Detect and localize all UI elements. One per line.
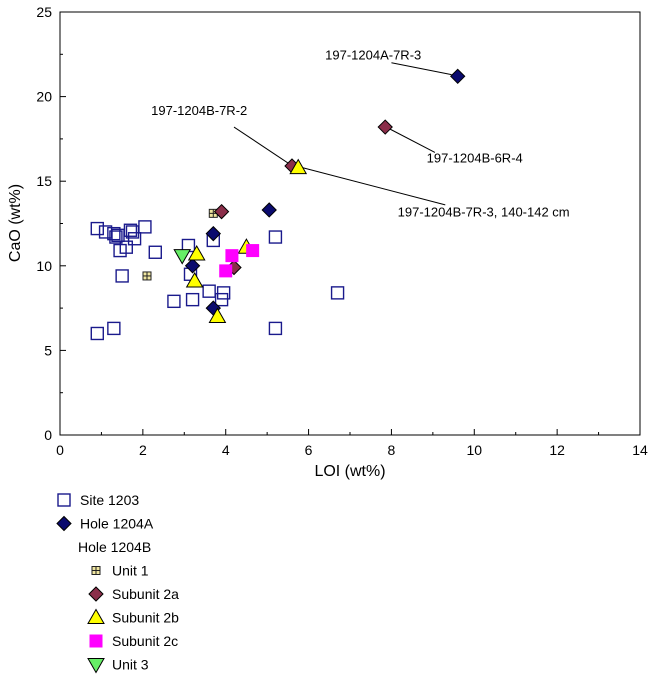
annotation-leader-line — [302, 167, 446, 206]
data-point — [142, 271, 152, 281]
y-tick-label: 25 — [36, 4, 52, 20]
legend-marker — [87, 658, 105, 674]
legend-label: Subunit 2a — [112, 586, 179, 602]
legend-marker — [88, 586, 104, 602]
x-tick-label: 12 — [549, 442, 565, 458]
data-point — [185, 292, 200, 307]
data-point — [268, 321, 283, 336]
data-point — [213, 203, 230, 220]
annotation-layer: 197-1204A-7R-3 197-1204B-7R-2 197-1204B-6R… — [151, 47, 569, 219]
y-tick-label: 15 — [36, 173, 52, 189]
data-point — [119, 240, 133, 254]
data-point — [173, 249, 192, 265]
data-point — [330, 286, 345, 300]
y-tick-label: 10 — [36, 258, 52, 274]
annotation-leader-line — [233, 126, 291, 165]
data-point — [216, 286, 231, 300]
data-point — [268, 230, 283, 244]
data-point — [184, 258, 201, 274]
series-layer — [90, 68, 466, 341]
data-point — [123, 223, 138, 237]
legend-label: Hole 1204A — [80, 516, 154, 532]
data-point — [261, 202, 277, 218]
data-point — [202, 284, 216, 298]
x-tick-label: 0 — [56, 442, 64, 458]
data-point — [377, 119, 393, 135]
y-axis: 0 5 10 15 20 25 — [36, 4, 66, 443]
data-point — [107, 226, 121, 241]
data-point — [219, 264, 233, 278]
x-tick-label: 14 — [632, 442, 648, 458]
data-point — [109, 230, 123, 244]
plot-frame — [59, 11, 641, 436]
legend-marker — [91, 566, 101, 575]
data-point — [214, 292, 229, 307]
data-point — [185, 272, 204, 288]
data-point — [205, 225, 221, 242]
legend-label: Subunit 2c — [112, 633, 178, 649]
y-axis-label: CaO (wt%) — [7, 184, 24, 262]
legend-label: Unit 3 — [112, 657, 149, 673]
x-axis-label: LOI (wt%) — [314, 463, 385, 480]
annotation-label: 197-1204B-6R-4 — [427, 151, 523, 166]
legend-marker — [57, 493, 71, 507]
data-point — [289, 158, 308, 175]
data-point — [225, 249, 239, 263]
data-point — [208, 307, 227, 324]
x-tick-label: 6 — [305, 442, 313, 458]
x-tick-label: 2 — [139, 442, 147, 458]
data-point — [115, 269, 129, 283]
y-tick-label: 0 — [44, 427, 52, 443]
annotation-label: 197-1204A-7R-3 — [325, 47, 421, 62]
legend-label: Unit 1 — [112, 563, 149, 579]
legend-marker — [89, 634, 103, 648]
data-point — [90, 326, 104, 341]
annotation-leader-line — [389, 128, 436, 153]
data-point — [246, 244, 260, 258]
legend-marker — [56, 515, 72, 532]
legend-subheading: Hole 1204B — [78, 539, 151, 555]
data-point — [127, 232, 142, 246]
data-point — [90, 221, 104, 236]
legend: Site 1203 Hole 1204A Hole 1204B Unit 1 Subun… — [56, 492, 179, 674]
data-point — [148, 245, 162, 259]
x-tick-label: 4 — [222, 442, 230, 458]
legend-label: Site 1203 — [80, 492, 139, 508]
x-tick-label: 8 — [388, 442, 396, 458]
data-point — [167, 294, 181, 309]
annotation-label: 197-1204B-7R-3, 140-142 cm — [398, 205, 570, 220]
data-point — [450, 68, 466, 85]
y-tick-label: 5 — [44, 342, 52, 358]
plot-area — [59, 11, 641, 436]
data-point — [187, 244, 206, 261]
legend-label: Subunit 2b — [112, 610, 179, 626]
data-point — [138, 220, 152, 234]
y-tick-label: 20 — [36, 89, 52, 105]
legend-marker — [87, 608, 105, 624]
data-point — [107, 321, 121, 336]
annotation-label: 197-1204B-7R-2 — [151, 103, 247, 118]
annotation-leader-line — [391, 62, 452, 76]
x-tick-label: 10 — [466, 442, 482, 458]
x-axis: 0 2 4 6 8 10 12 14 — [56, 429, 648, 458]
